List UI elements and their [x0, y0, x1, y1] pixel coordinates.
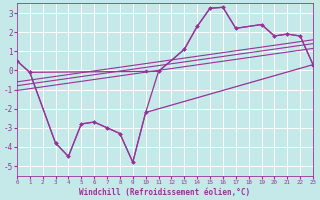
X-axis label: Windchill (Refroidissement éolien,°C): Windchill (Refroidissement éolien,°C)	[79, 188, 251, 197]
